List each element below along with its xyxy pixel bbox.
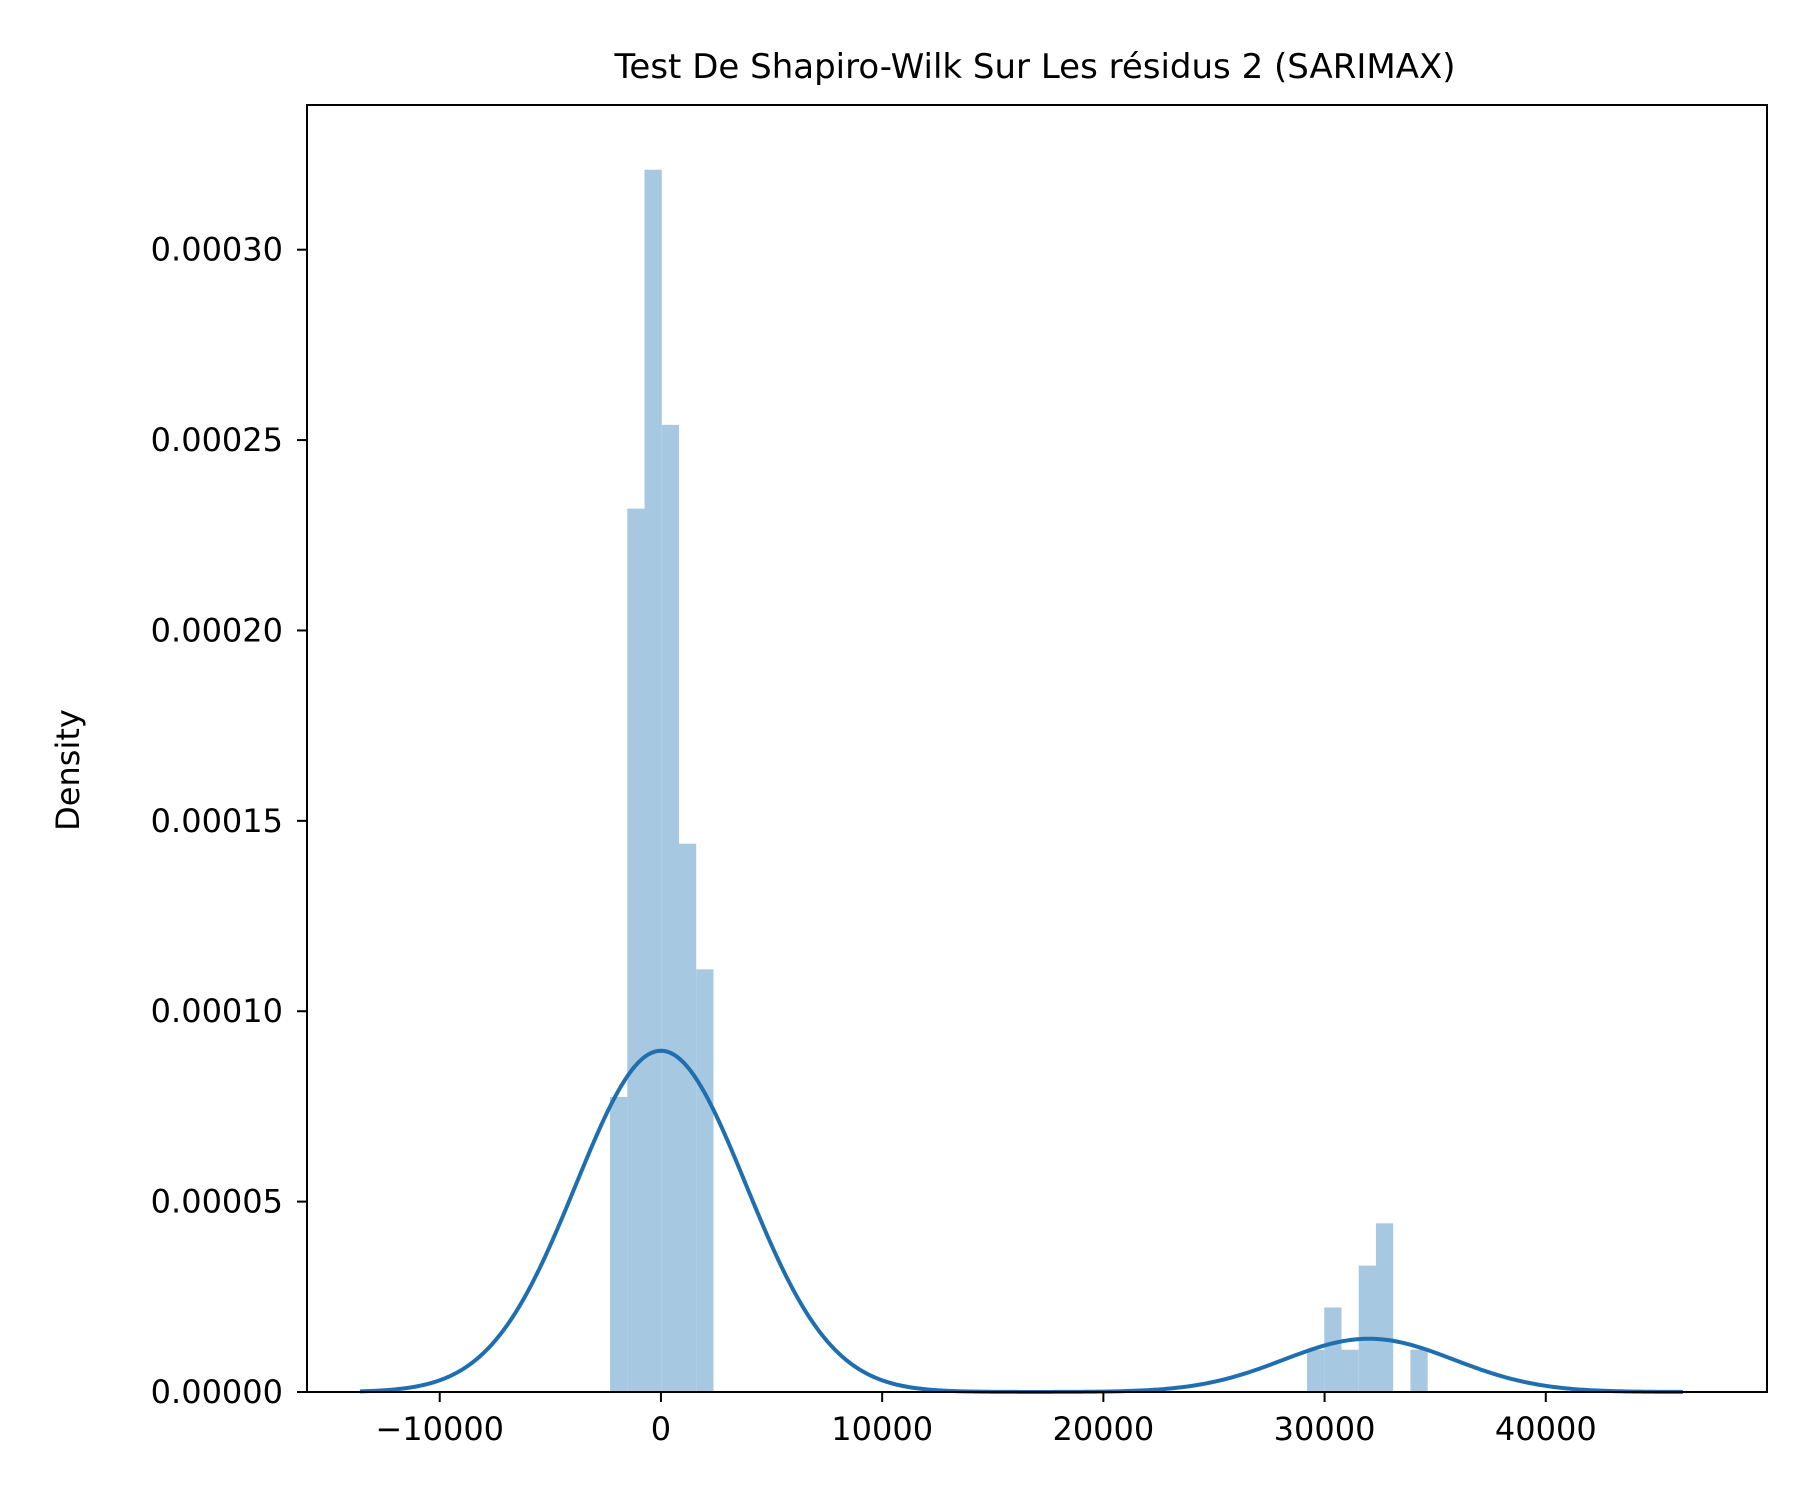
histogram-bar [1307, 1349, 1325, 1392]
histogram-bar [610, 1096, 628, 1392]
y-tick-label: 0.00010 [151, 992, 283, 1030]
y-tick-label: 0.00030 [151, 231, 283, 269]
x-tick-label: 40000 [1495, 1410, 1597, 1448]
histogram-bar [696, 969, 714, 1392]
y-tick-label: 0.00025 [151, 421, 283, 459]
histogram-bar [1324, 1307, 1342, 1392]
y-axis-label: Density [49, 709, 87, 831]
histogram-bar [678, 843, 697, 1392]
histogram-bar [1410, 1349, 1428, 1392]
x-tick-label: 30000 [1274, 1410, 1376, 1448]
y-tick-label: 0.00000 [151, 1373, 283, 1411]
histogram-bar [1358, 1265, 1376, 1392]
plot-area-frame [306, 104, 1768, 1393]
histogram-bar [627, 508, 645, 1393]
y-axis-ticks: 0.00000 0.00005 0.00010 0.00015 0.00020 0.000… [151, 231, 307, 1411]
histogram-bar [1375, 1223, 1394, 1392]
histogram-bar [661, 424, 679, 1392]
y-tick-label: 0.00005 [151, 1183, 283, 1221]
kde-curve [360, 1048, 1683, 1394]
y-tick-label: 0.00020 [151, 611, 283, 649]
x-tick-label: −10000 [375, 1410, 504, 1448]
histogram-bars [610, 169, 1428, 1393]
x-tick-label: 0 [651, 1410, 671, 1448]
histogram-bar [1341, 1349, 1359, 1392]
x-tick-label: 20000 [1052, 1410, 1154, 1448]
histogram-bar [644, 169, 662, 1393]
x-tick-label: 10000 [831, 1410, 933, 1448]
chart-title: Test De Shapiro-Wilk Sur Les résidus 2 (… [613, 47, 1455, 87]
y-tick-label: 0.00015 [151, 802, 283, 840]
x-axis-ticks: −10000 0 10000 20000 30000 40000 [375, 1392, 1597, 1448]
